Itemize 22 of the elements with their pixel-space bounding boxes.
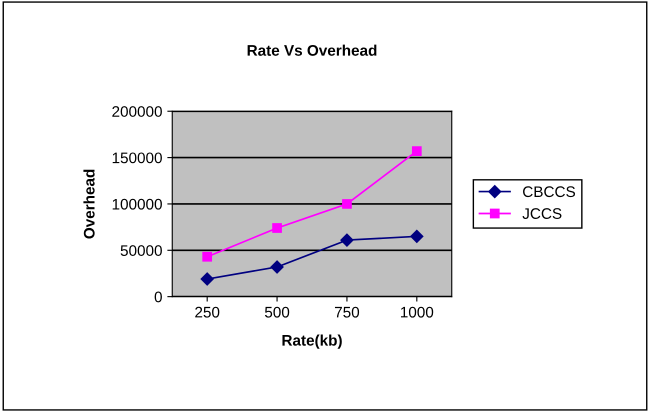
y-axis-title: Overhead (83, 170, 95, 239)
x-tick-label: 250 (195, 306, 220, 318)
x-axis-title: Rate(kb) (282, 334, 342, 349)
y-tick-label: 150000 (112, 152, 162, 164)
point (272, 223, 282, 233)
x-tick-label: 500 (264, 306, 290, 318)
point (340, 234, 354, 247)
x-tick-label: 1000 (400, 306, 434, 318)
legend-label: JCCS (522, 208, 562, 219)
point (342, 199, 352, 209)
legend-label: CBCCS (523, 186, 576, 198)
point (200, 272, 214, 286)
point (412, 146, 422, 156)
point (202, 252, 212, 262)
point (270, 260, 284, 274)
y-tick-label: 50000 (120, 245, 162, 256)
y-tick-label: 100000 (112, 198, 162, 210)
chart-title: Rate Vs Overhead (248, 44, 376, 56)
x-tick-label: 750 (334, 306, 360, 318)
point (410, 230, 424, 243)
y-tick-label: 0 (154, 292, 162, 302)
y-tick-label: 200000 (112, 106, 162, 117)
